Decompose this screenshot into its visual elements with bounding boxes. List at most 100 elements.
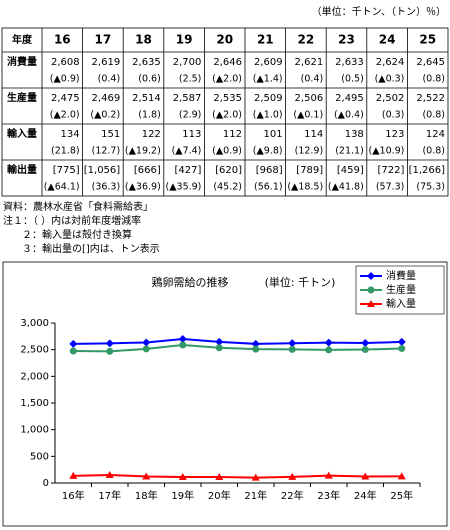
change-cell: (0.8)	[422, 146, 445, 157]
header-cell: 19	[176, 33, 193, 47]
change-cell: (▲0.2)	[90, 110, 120, 121]
marker	[69, 347, 77, 355]
value-cell: 112	[223, 129, 242, 140]
marker	[288, 472, 297, 480]
marker	[252, 345, 260, 353]
note: 資料：農林水産省「食料需給表」	[3, 200, 153, 213]
marker	[178, 472, 187, 480]
change-cell: (▲41.8)	[328, 182, 364, 193]
change-cell: (▲19.2)	[125, 146, 161, 157]
value-cell: [789]	[296, 165, 323, 176]
value-cell: [722]	[378, 165, 405, 176]
value-cell: [620]	[215, 165, 242, 176]
header-cell: 年度	[12, 33, 33, 46]
note: 注１：（ ）内は対前年度増減率	[3, 214, 141, 227]
marker	[142, 338, 151, 347]
marker	[324, 471, 333, 479]
value-cell: 2,635	[132, 57, 161, 68]
x-tick-label: 25年	[390, 489, 413, 502]
row-label: 輸出量	[7, 163, 37, 176]
marker	[178, 335, 187, 343]
chart-subtitle: (単位: 千トン)	[265, 275, 336, 289]
change-cell: (▲0.3)	[375, 74, 405, 85]
value-cell: 2,506	[295, 93, 324, 104]
change-cell: (▲36.9)	[125, 182, 161, 193]
change-cell: (45.2)	[213, 182, 242, 193]
change-cell: (21.1)	[335, 146, 364, 157]
legend-marker	[367, 300, 375, 307]
y-tick-label: 2,500	[20, 345, 49, 356]
marker	[142, 472, 151, 480]
row-label: 生産量	[7, 91, 37, 104]
chart-title: 鶏卵需給の推移	[152, 275, 229, 289]
value-cell: 123	[385, 129, 404, 140]
value-cell: [1,266]	[409, 165, 446, 176]
x-tick-label: 19年	[171, 489, 194, 502]
marker	[215, 344, 223, 352]
x-tick-label: 16年	[62, 489, 85, 502]
value-cell: [775]	[53, 165, 80, 176]
value-cell: 2,514	[132, 93, 161, 104]
value-cell: 2,621	[295, 57, 324, 68]
table-border	[1, 27, 449, 197]
marker	[288, 345, 296, 353]
series-line	[73, 344, 402, 353]
marker	[142, 345, 150, 353]
change-cell: (▲10.9)	[369, 146, 405, 157]
value-cell: [666]	[134, 165, 161, 176]
marker	[361, 346, 369, 354]
change-cell: (▲0.9)	[50, 74, 80, 85]
change-cell: (▲2.0)	[50, 110, 80, 121]
change-cell: (▲35.9)	[166, 182, 202, 193]
change-cell: (0.3)	[382, 110, 405, 121]
marker	[215, 473, 224, 481]
change-cell: (▲1.0)	[253, 110, 283, 121]
change-cell: (0.8)	[422, 74, 445, 85]
change-cell: (12.7)	[92, 146, 121, 157]
change-cell: (0.5)	[341, 74, 364, 85]
value-cell: 114	[304, 129, 323, 140]
legend-label: 輸入量	[386, 297, 416, 310]
header-cell: 22	[298, 33, 315, 47]
chart: 0 500 1,000 1,500 2,000 2,500 3,000 16年 17年 18年 19…	[20, 265, 445, 502]
table: 年度 16 17 18 19 20 21 22 23 24 25 消費量 2,608 2,619 2,635…	[1, 27, 449, 197]
value-cell: 2,624	[376, 57, 405, 68]
legend-marker	[367, 286, 375, 294]
change-cell: (▲2.0)	[212, 110, 242, 121]
marker	[69, 339, 78, 348]
value-cell: 2,509	[254, 93, 283, 104]
marker	[105, 470, 114, 478]
series-line	[73, 473, 402, 479]
value-cell: 2,633	[335, 57, 364, 68]
change-cell: (75.3)	[416, 182, 445, 193]
value-cell: 2,646	[213, 57, 242, 68]
marker	[324, 338, 333, 347]
change-cell: (2.9)	[179, 110, 202, 121]
x-tick-label: 18年	[135, 489, 158, 502]
value-cell: 122	[142, 129, 161, 140]
value-cell: 151	[101, 129, 120, 140]
marker	[361, 472, 370, 480]
value-cell: 134	[61, 129, 80, 140]
note: ３：輸出量の[]内は、トン表示	[22, 242, 160, 255]
value-cell: 124	[426, 129, 445, 140]
row-label: 輸入量	[7, 127, 37, 140]
change-cell: (21.8)	[51, 146, 80, 157]
change-cell: (0.8)	[422, 110, 445, 121]
unit-note: （単位：千トン、（トン）％）	[312, 5, 446, 18]
header-cell: 17	[95, 33, 112, 47]
header-cell: 23	[338, 33, 355, 47]
y-tick-label: 2,000	[20, 371, 49, 382]
marker	[398, 344, 406, 352]
marker	[288, 339, 297, 348]
header-cell: 25	[419, 33, 436, 47]
header-cell: 18	[135, 33, 152, 47]
x-tick-label: 17年	[98, 489, 121, 502]
change-cell: (▲9.8)	[253, 146, 283, 157]
change-cell: (0.4)	[301, 74, 324, 85]
change-cell: (▲64.1)	[44, 182, 80, 193]
y-tick-label: 0	[43, 478, 49, 489]
change-cell: (56.1)	[254, 182, 283, 193]
y-tick-label: 500	[30, 451, 49, 462]
value-cell: 138	[345, 129, 364, 140]
